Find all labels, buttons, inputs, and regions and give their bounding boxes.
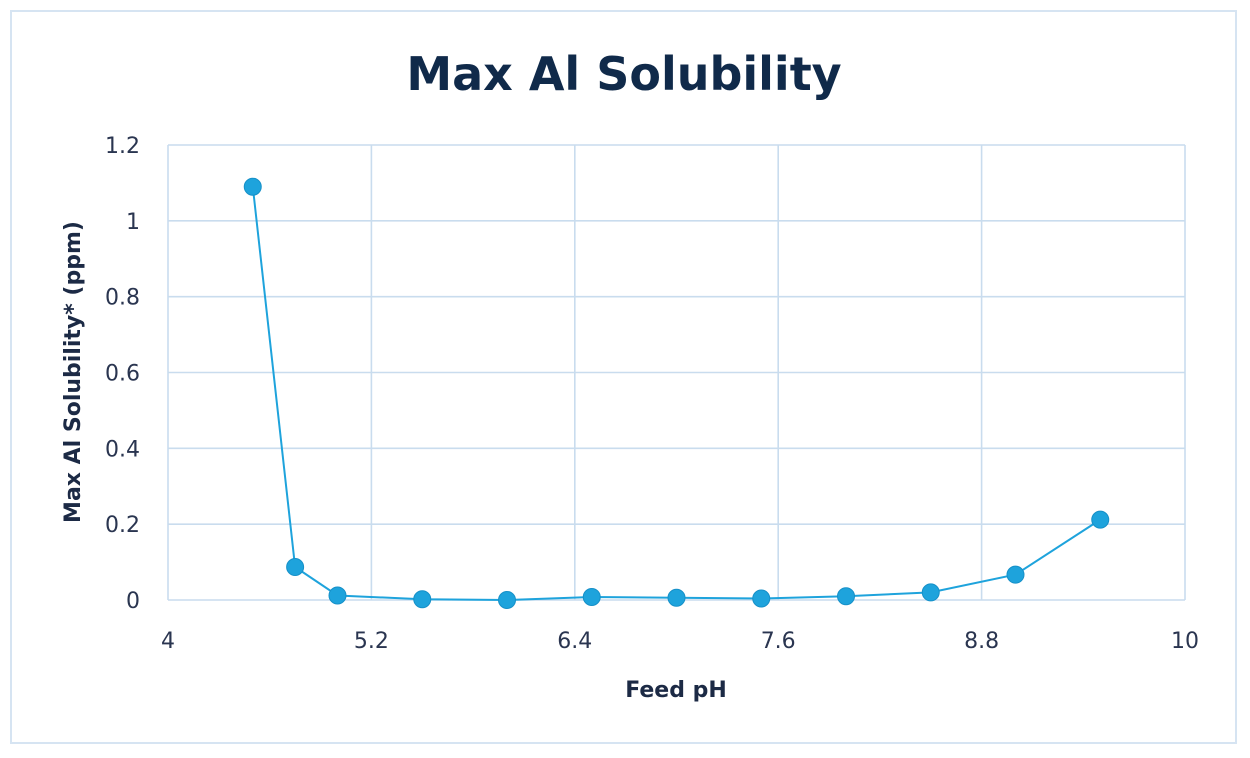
data-point [837, 587, 855, 606]
series-line [251, 186, 1101, 602]
x-tick-label: 8.8 [964, 629, 999, 654]
data-point [921, 583, 940, 602]
x-tick-label: 4 [161, 629, 175, 654]
tick-labels: 0 0.2 0.4 0.6 0.8 1 1.2 4 5.2 6.4 7.6 8.8 10 [105, 134, 1199, 654]
data-point [1091, 510, 1110, 529]
data-point [243, 177, 262, 196]
x-axis-title: Feed pH [625, 678, 727, 703]
y-axis-title: Max Al Solubility* (ppm) [61, 221, 86, 523]
x-tick-label: 7.6 [761, 629, 796, 654]
data-point [328, 586, 347, 605]
y-tick-label: 0.8 [105, 286, 140, 311]
y-tick-label: 0 [126, 589, 140, 614]
y-tick-label: 0.2 [105, 513, 140, 538]
y-tick-label: 0.4 [105, 437, 140, 462]
data-point [1006, 565, 1025, 584]
x-tick-label: 5.2 [354, 629, 389, 654]
x-tick-label: 10 [1171, 629, 1199, 654]
chart-title: Max Al Solubility [406, 47, 841, 101]
y-tick-label: 1 [126, 210, 140, 235]
data-point [752, 589, 771, 608]
series-group [243, 177, 1110, 609]
data-point [413, 590, 432, 609]
data-point [286, 558, 305, 577]
x-tick-label: 6.4 [557, 629, 592, 654]
data-point [498, 591, 516, 609]
chart-frame [10, 10, 1237, 744]
y-tick-label: 0.6 [105, 362, 140, 387]
gridlines [167, 144, 1186, 601]
data-point [667, 588, 686, 607]
y-tick-label: 1.2 [105, 134, 140, 159]
data-point [582, 587, 601, 606]
